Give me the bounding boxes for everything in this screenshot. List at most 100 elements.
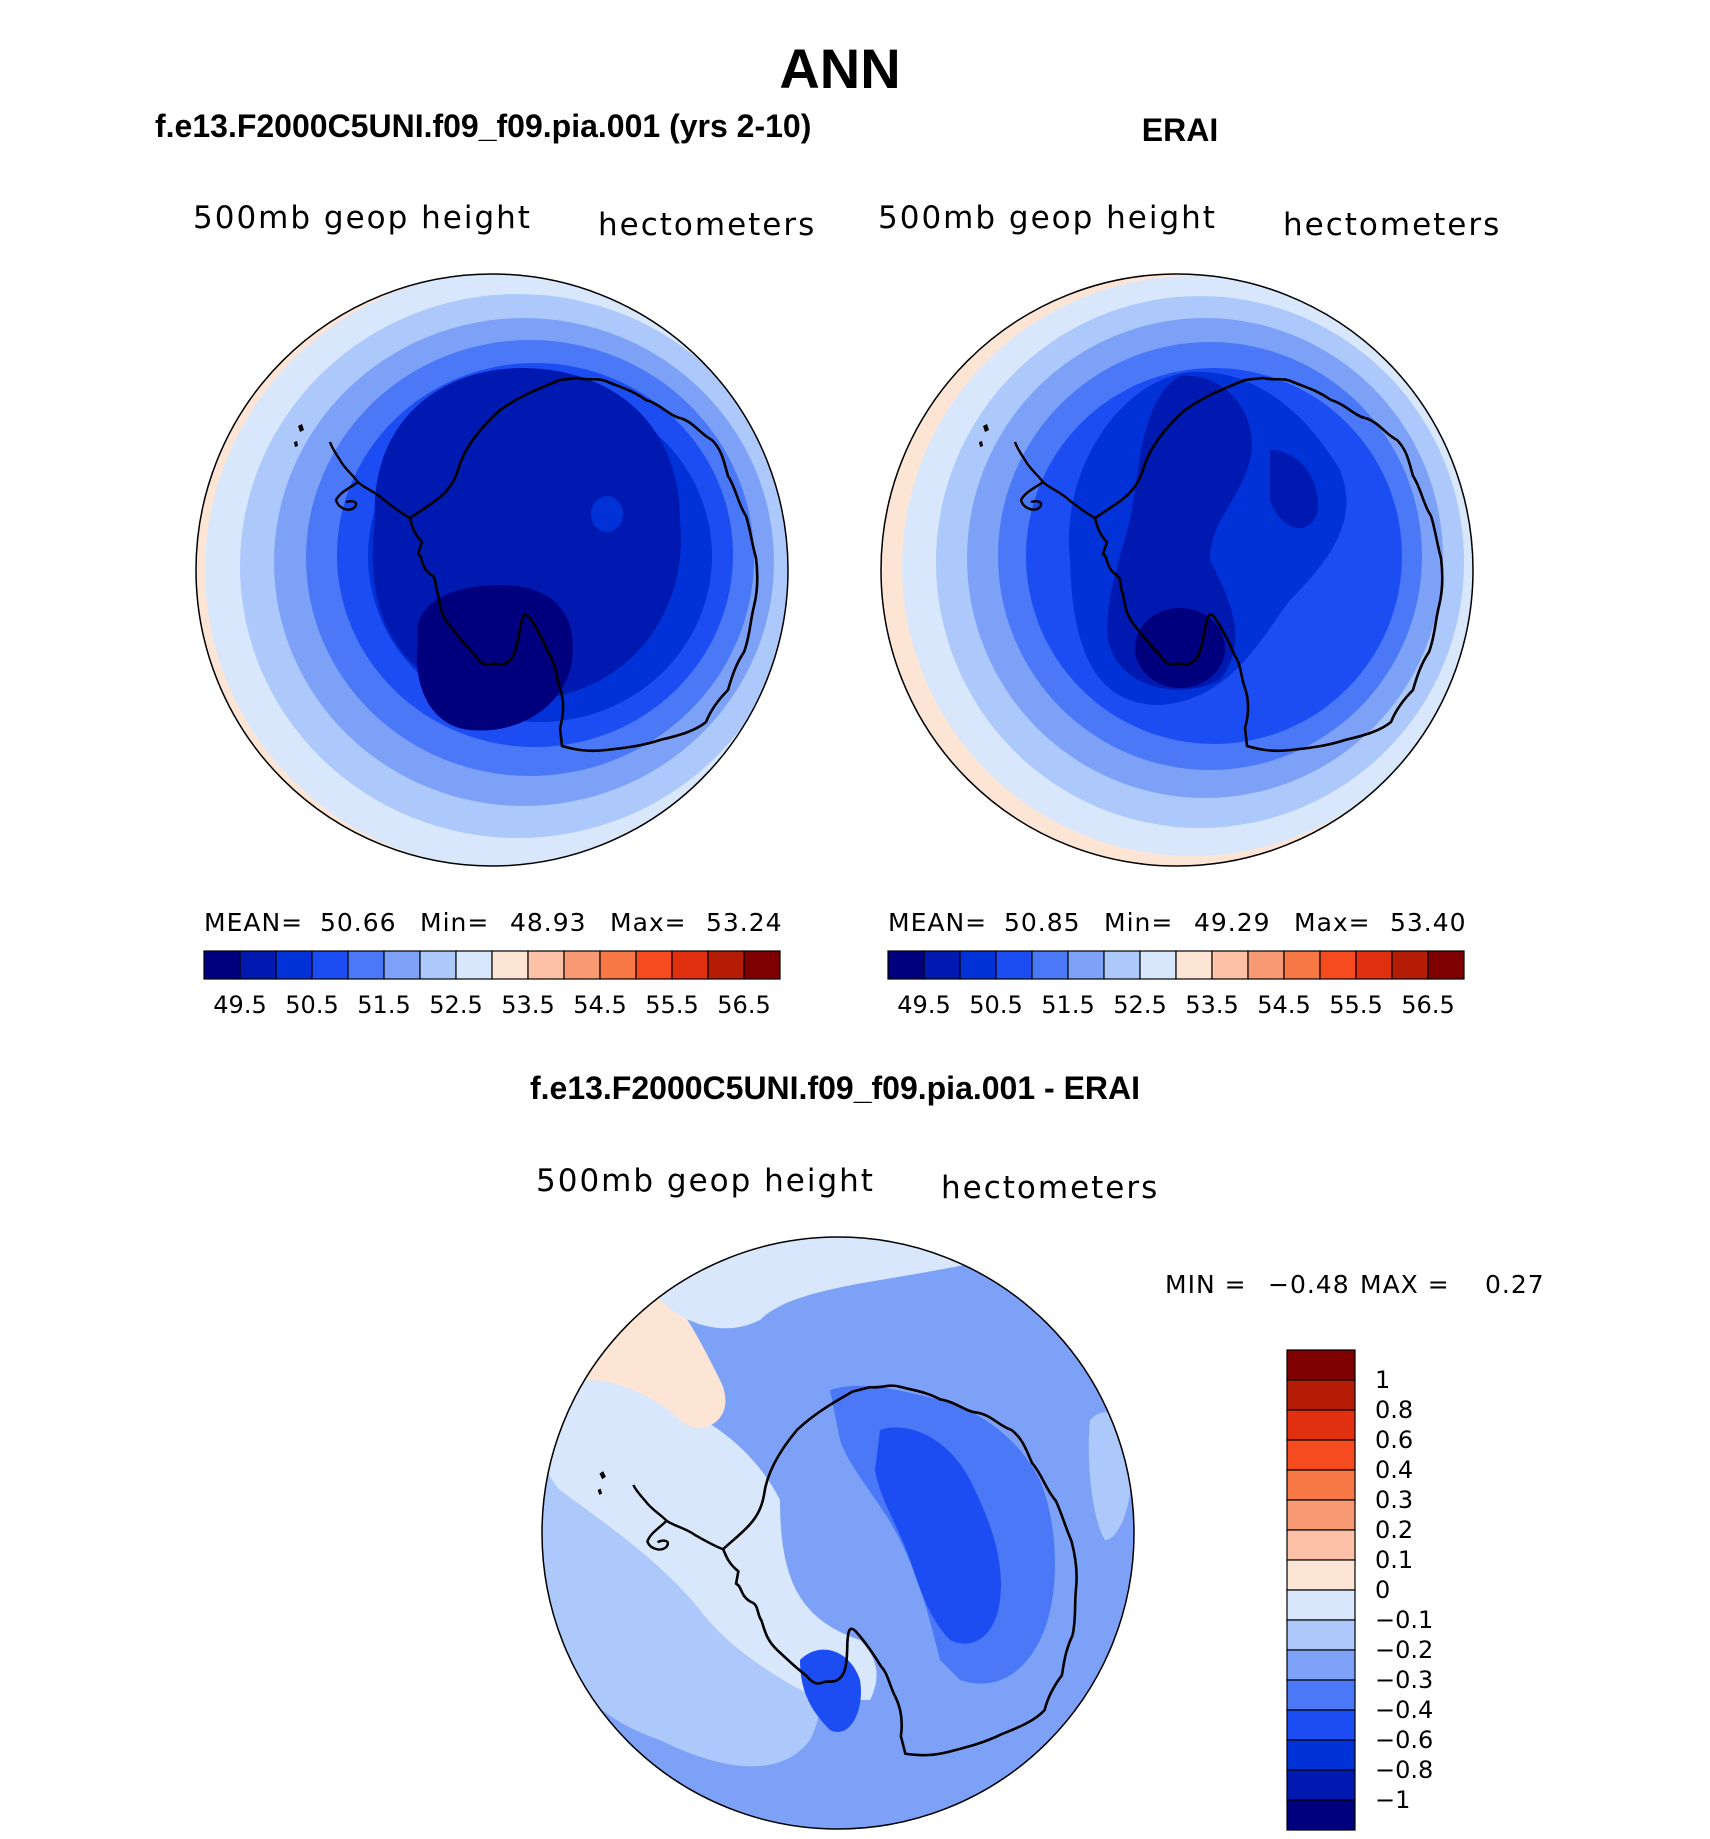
- panel-2-colorbar-tick-label: 49.5: [897, 991, 950, 1019]
- panel-2-colorbar-box: [1283, 950, 1321, 980]
- panel-2-mean-value: 50.85: [1004, 908, 1081, 937]
- panel-1-colorbar-box: [419, 950, 457, 980]
- panel-1-map: [195, 273, 789, 867]
- panel-3-colorbar-tick-label: 1: [1375, 1366, 1390, 1394]
- panel-1-colorbar-tick-label: 50.5: [285, 991, 338, 1019]
- panel-1-colorbar-tick-label: 56.5: [717, 991, 770, 1019]
- panel-2-title-text: ERAI: [1141, 112, 1219, 148]
- panel-2-units-label: hectometers: [1283, 207, 1502, 243]
- panel-1-colorbar-tick-label: 53.5: [501, 991, 554, 1019]
- panel-3-max-value: 0.27: [1485, 1270, 1545, 1299]
- panel-3-colorbar-box: [1286, 1589, 1356, 1621]
- panel-2-colorbar-box: [1175, 950, 1213, 980]
- panel-2-colorbar: 49.5 50.5 51.5 52.5 53.5 54.5 55.5 56.5: [887, 950, 1465, 1019]
- panel-2-max-value: 53.40: [1390, 908, 1467, 937]
- panel-1-mean-label: MEAN=: [204, 908, 304, 937]
- panel-1-colorbar-box: [311, 950, 349, 980]
- panel-1-colorbar-box: [275, 950, 313, 980]
- panel-2-colorbar-box: [1139, 950, 1177, 980]
- panel-3-colorbar-box: [1286, 1439, 1356, 1471]
- panel-2-min-label: Min=: [1104, 908, 1174, 937]
- figure-title: ANN: [779, 37, 901, 100]
- panel-1-min-label: Min=: [420, 908, 490, 937]
- panel-1-variable-label: 500mb geop height: [193, 200, 532, 236]
- panel-1-colorbar-tick-label: 54.5: [573, 991, 626, 1019]
- panel-3-colorbar-tick-label: 0.4: [1375, 1456, 1413, 1484]
- panel-2-colorbar-tick-label: 55.5: [1329, 991, 1382, 1019]
- panel-3-colorbar-box: [1286, 1709, 1356, 1741]
- panel-3-colorbar-tick-label: −0.1: [1375, 1606, 1433, 1634]
- panel-3-colorbar-box: [1286, 1349, 1356, 1381]
- panel-3-min-label: MIN =: [1165, 1270, 1247, 1299]
- panel-1-colorbar-box: [347, 950, 385, 980]
- panel-1-colorbar-tick-label: 52.5: [429, 991, 482, 1019]
- panel-1-colorbar-box: [743, 950, 781, 980]
- panel-1-max-value: 53.24: [706, 908, 783, 937]
- panel-1-colorbar-box: [635, 950, 673, 980]
- panel-2-colorbar-tick-label: 54.5: [1257, 991, 1310, 1019]
- panel-2-mean-label: MEAN=: [888, 908, 988, 937]
- panel-3-variable-label: 500mb geop height: [536, 1163, 875, 1199]
- panel-3-units-label: hectometers: [941, 1170, 1160, 1206]
- panel-3-colorbar-box: [1286, 1679, 1356, 1711]
- panel-3-colorbar: 10.80.60.40.30.20.10−0.1−0.2−0.3−0.4−0.6…: [1286, 1349, 1433, 1831]
- panel-3-colorbar-tick-label: 0.3: [1375, 1486, 1413, 1514]
- panel-3-title: f.e13.F2000C5UNI.f09_f09.pia.001 - ERAI: [529, 1070, 1141, 1106]
- panel-1-colorbar-box: [239, 950, 277, 980]
- panel-3-colorbar-box: [1286, 1799, 1356, 1831]
- panel-3-colorbar-box: [1286, 1559, 1356, 1591]
- panel-2-colorbar-tick-label: 50.5: [969, 991, 1022, 1019]
- panel-2-max-label: Max=: [1294, 908, 1371, 937]
- panel-3-colorbar-box: [1286, 1649, 1356, 1681]
- panel-2-variable-label: 500mb geop height: [878, 200, 1217, 236]
- panel-2-colorbar-box: [887, 950, 925, 980]
- panel-3-colorbar-tick-label: 0: [1375, 1576, 1390, 1604]
- panel-1-min-value: 48.93: [510, 908, 587, 937]
- panel-2-colorbar-box: [1103, 950, 1141, 980]
- panel-3-colorbar-tick-label: −0.6: [1375, 1726, 1433, 1754]
- panel-1-colorbar-tick-label: 55.5: [645, 991, 698, 1019]
- panel-3-colorbar-tick-label: −0.8: [1375, 1756, 1433, 1784]
- panel-1-units-label: hectometers: [598, 207, 817, 243]
- panel-1-colorbar-box: [671, 950, 709, 980]
- panel-2-colorbar-box: [1319, 950, 1357, 980]
- panel-3-colorbar-box: [1286, 1769, 1356, 1801]
- panel-2-colorbar-box: [1067, 950, 1105, 980]
- panel-1-colorbar-box: [383, 950, 421, 980]
- panel-1-max-label: Max=: [610, 908, 687, 937]
- panel-3-colorbar-tick-label: 0.1: [1375, 1546, 1413, 1574]
- panel-1-colorbar-box: [455, 950, 493, 980]
- panel-2-colorbar-box: [1247, 950, 1285, 980]
- panel-3-colorbar-box: [1286, 1739, 1356, 1771]
- panel-2-colorbar-box: [923, 950, 961, 980]
- panel-2-colorbar-tick-label: 56.5: [1401, 991, 1454, 1019]
- panel-2-colorbar-box: [1391, 950, 1429, 980]
- panel-1-colorbar-box: [707, 950, 745, 980]
- panel-3-colorbar-box: [1286, 1409, 1356, 1441]
- panel-1-colorbar-box: [203, 950, 241, 980]
- panel-1-colorbar-box: [599, 950, 637, 980]
- panel-2-min-value: 49.29: [1194, 908, 1271, 937]
- panel-3-colorbar-tick-label: 0.6: [1375, 1426, 1413, 1454]
- panel-1-colorbar-box: [491, 950, 529, 980]
- panel-2-colorbar-box: [1355, 950, 1393, 980]
- panel-2-colorbar-tick-label: 52.5: [1113, 991, 1166, 1019]
- panel-3-colorbar-box: [1286, 1529, 1356, 1561]
- panel-1-colorbar-box: [563, 950, 601, 980]
- panel-3-colorbar-box: [1286, 1499, 1356, 1531]
- panel-3-min-value: −0.48: [1268, 1270, 1350, 1299]
- panel-1-colorbar: 49.5 50.5 51.5 52.5 53.5 54.5 55.5 56.5: [203, 950, 781, 1019]
- panel-3-colorbar-tick-label: −0.4: [1375, 1696, 1433, 1724]
- panel-3-colorbar-tick-label: 0.2: [1375, 1516, 1413, 1544]
- panel-3-colorbar-tick-label: 0.8: [1375, 1396, 1413, 1424]
- panel-3-map: [541, 1236, 1135, 1830]
- panel-1-title: f.e13.F2000C5UNI.f09_f09.pia.001 (yrs 2-…: [155, 108, 812, 144]
- panel-2-colorbar-tick-label: 51.5: [1041, 991, 1094, 1019]
- panel-1-colorbar-box: [527, 950, 565, 980]
- panel-3-colorbar-tick-label: −0.2: [1375, 1636, 1433, 1664]
- panel-1-mean-value: 50.66: [320, 908, 397, 937]
- panel-2-colorbar-box: [959, 950, 997, 980]
- panel-3-colorbar-box: [1286, 1619, 1356, 1651]
- panel-2-colorbar-box: [1427, 950, 1465, 980]
